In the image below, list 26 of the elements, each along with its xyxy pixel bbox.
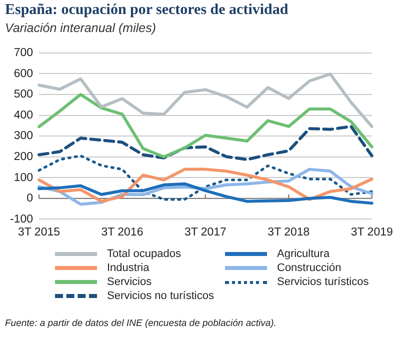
y-tick-label: 300 [14, 130, 34, 142]
legend-label: Servicios turísticos [277, 276, 369, 288]
y-tick-label: 0 [26, 192, 34, 205]
legend-label: Industria [107, 262, 150, 274]
y-tick-label: 700 [14, 47, 34, 60]
x-tick-label: 3T 2017 [184, 226, 226, 238]
y-tick-label: 100 [14, 172, 34, 184]
y-tick-label: 400 [14, 109, 34, 122]
chart-subtitle: Variación interanual (miles) [5, 21, 156, 35]
y-tick-label: 500 [14, 88, 34, 101]
y-tick-label: -100 [10, 213, 34, 226]
line-series [38, 154, 374, 201]
y-tick-label: 600 [14, 68, 34, 80]
x-tick-label: 3T 2018 [268, 226, 310, 238]
legend-label: Total ocupados [107, 248, 181, 260]
x-tick-label: 3T 2015 [18, 226, 60, 238]
legend-label: Servicios [107, 276, 152, 288]
x-tick-label: 3T 2016 [101, 226, 144, 238]
legend-label: Servicios no turísticos [107, 290, 214, 302]
chart-title: España: ocupación por sectores de actividad [5, 2, 288, 19]
legend-label: Agricultura [277, 248, 330, 260]
x-tick-label: 3T 2019 [350, 226, 393, 238]
legend-label: Construcción [277, 262, 342, 274]
source-note: Fuente: a partir de datos del INE (encuesta de población activa). [5, 318, 276, 329]
line-series [38, 124, 374, 162]
y-tick-label: 200 [14, 151, 34, 164]
